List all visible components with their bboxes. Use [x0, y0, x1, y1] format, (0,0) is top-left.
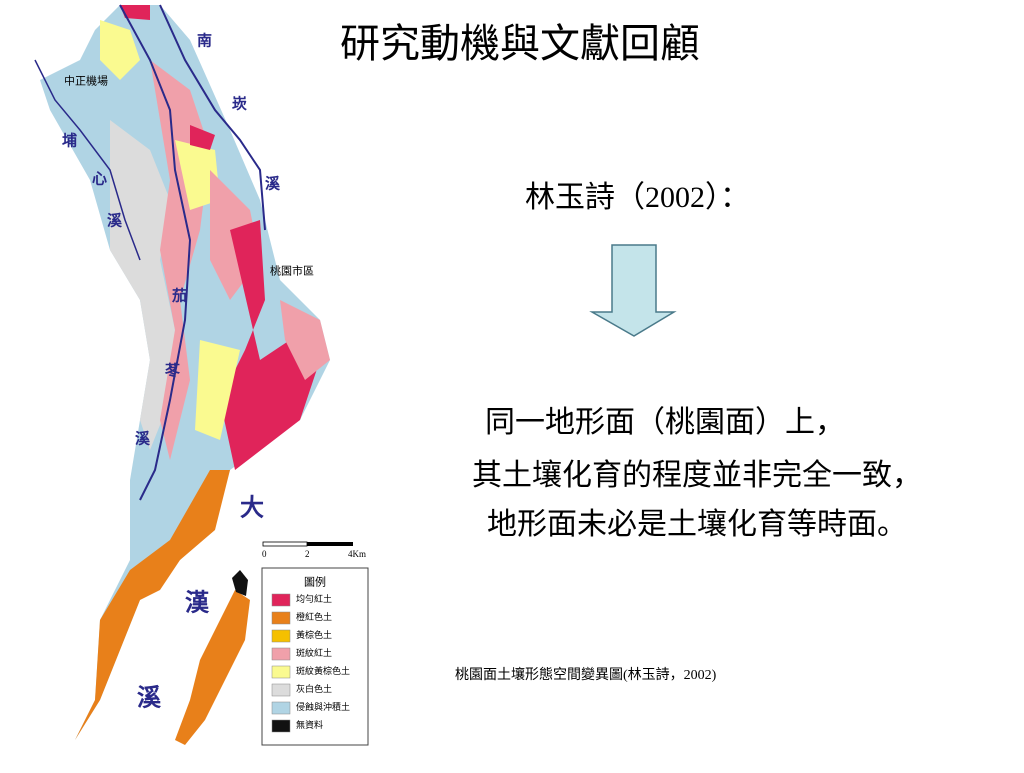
legend-label: 橙紅色土	[296, 611, 332, 622]
caption: 桃園面土壤形態空間變異圖(林玉詩，2002)	[455, 666, 717, 683]
map-label: 溪	[137, 685, 162, 712]
body-line: 同一地形面（桃園面）上，	[485, 406, 845, 439]
legend-swatch	[271, 629, 291, 643]
legend-label: 侵蝕與沖積土	[296, 701, 350, 712]
map	[34, 4, 330, 745]
legend-swatch	[271, 719, 291, 733]
map-label: 苳	[164, 361, 181, 379]
legend-swatch	[271, 701, 291, 715]
scale-label: 4Km	[348, 549, 366, 559]
map-label: 茄	[171, 286, 187, 304]
citation: 林玉詩（2002）：	[525, 181, 750, 214]
map-label: 埔	[62, 131, 77, 149]
legend-title: 圖例	[304, 575, 326, 589]
map-label: 崁	[232, 94, 247, 112]
body-line: 地形面未必是土壤化育等時面。	[487, 508, 907, 541]
legend-swatch	[271, 611, 291, 625]
scale-bar: 0 2 4Km	[262, 541, 366, 559]
body-line: 其土壤化育的程度並非完全一致，	[472, 459, 922, 492]
scale-label: 0	[262, 549, 267, 559]
legend-label: 斑紋紅土	[296, 647, 332, 658]
arrow	[589, 244, 677, 337]
legend-label: 均勻紅土	[296, 593, 332, 604]
legend-swatch	[271, 683, 291, 697]
legend-swatch	[271, 665, 291, 679]
map-label: 漢	[185, 590, 210, 617]
map-label: 南	[197, 31, 212, 49]
scale-label: 2	[305, 549, 310, 559]
legend-swatch	[271, 593, 291, 607]
legend-label: 黃棕色土	[296, 629, 332, 640]
legend-swatch	[271, 647, 291, 661]
map-label: 心	[92, 170, 107, 187]
map-label: 中正機場	[64, 74, 108, 88]
map-label: 溪	[265, 174, 281, 192]
slide-title: 研究動機與文獻回顧	[340, 21, 700, 66]
legend-label: 斑紋黃棕色土	[296, 665, 350, 676]
map-label: 溪	[135, 429, 151, 447]
legend-label: 灰白色土	[296, 683, 332, 694]
legend-label: 無資料	[296, 719, 323, 730]
map-label: 大	[240, 495, 264, 522]
map-label: 溪	[107, 211, 123, 229]
map-label: 桃園市區	[270, 264, 314, 278]
